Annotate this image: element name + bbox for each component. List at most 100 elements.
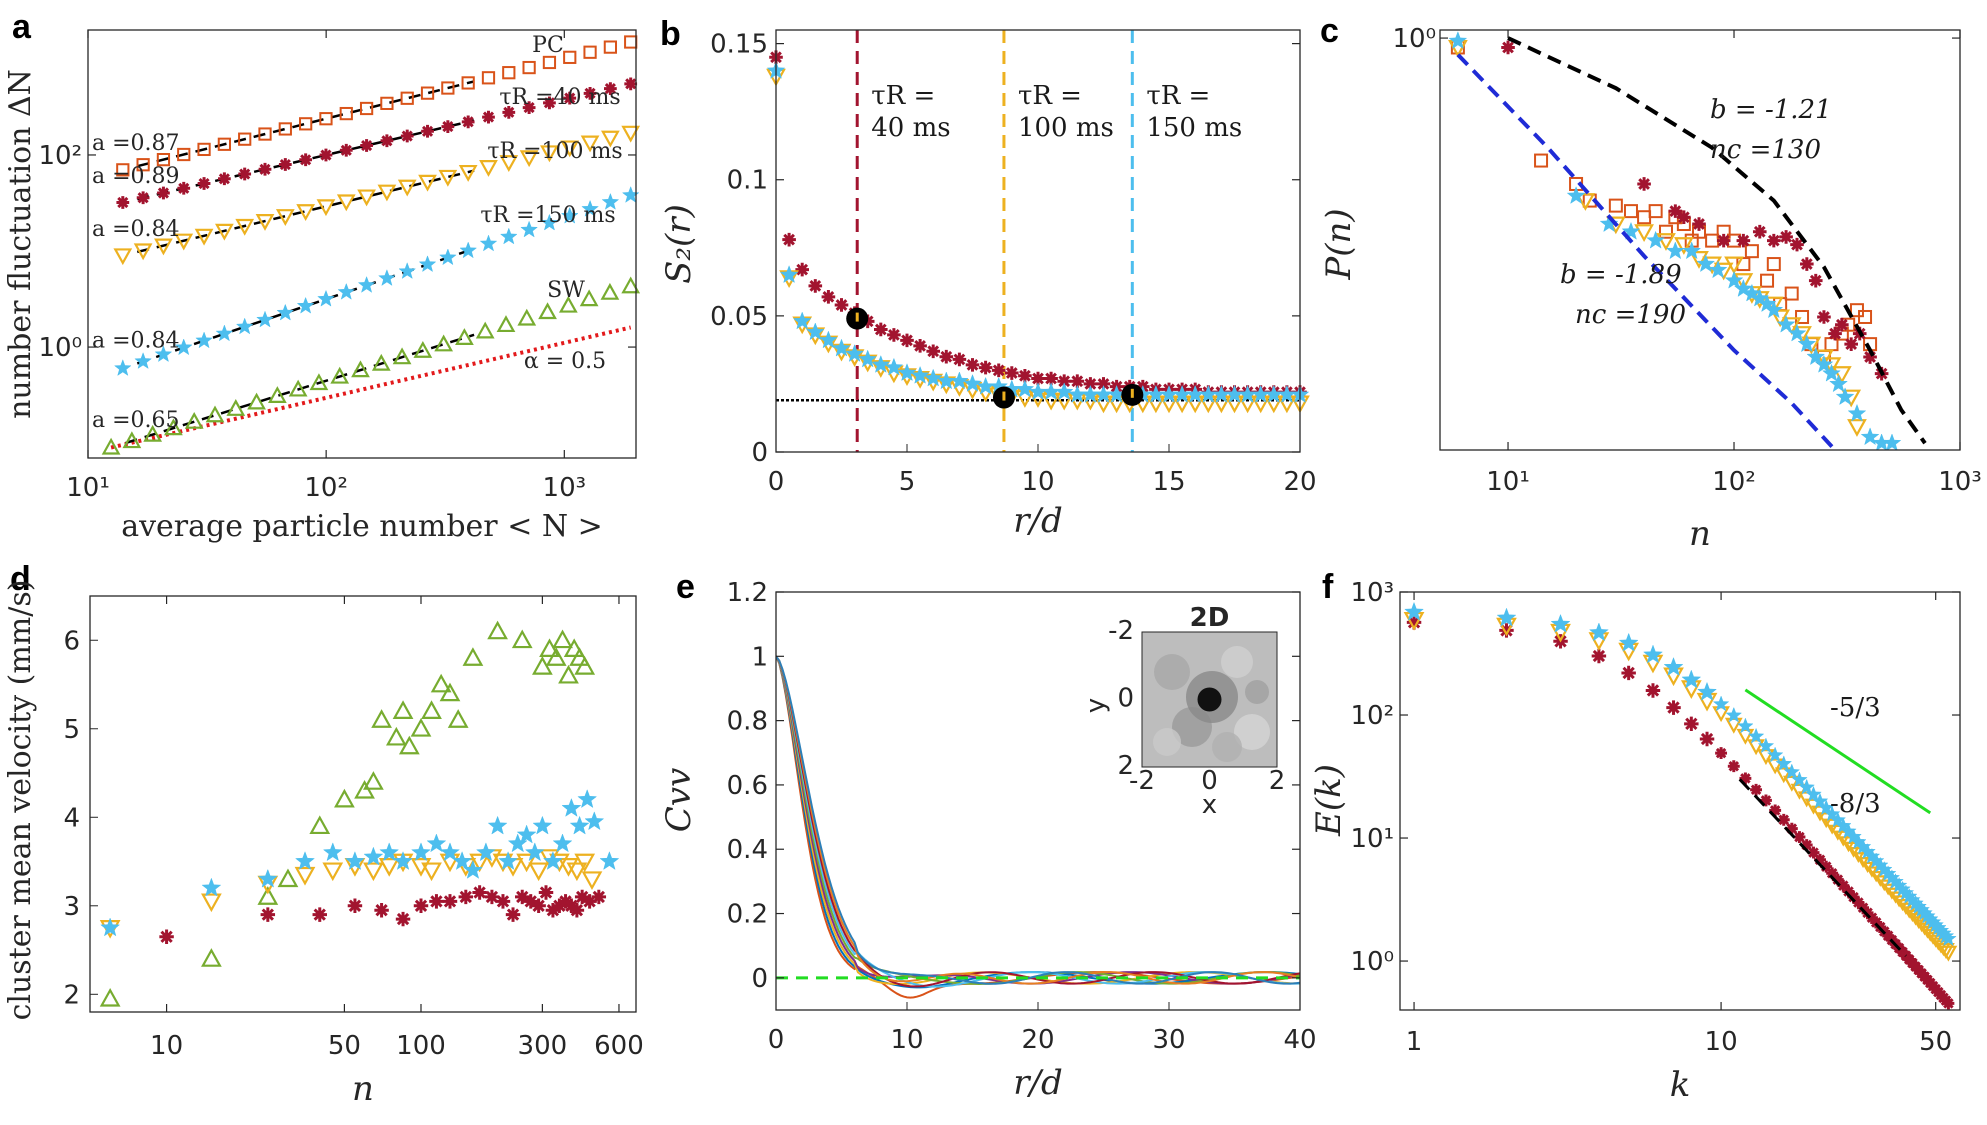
panel-d-xtick-label: 300	[518, 1031, 568, 1061]
data-point	[884, 357, 904, 376]
data-point	[164, 418, 183, 436]
panel-b-ytick-label: 0.15	[710, 30, 768, 60]
data-point	[1534, 153, 1549, 168]
data-point	[452, 851, 472, 870]
data-point	[621, 185, 640, 203]
data-point	[779, 265, 799, 284]
vline-label: 150 ms	[1146, 113, 1242, 143]
data-point	[1826, 867, 1839, 880]
inset-title: 2D	[1190, 603, 1230, 633]
panel-d-xtick-label: 10	[150, 1031, 183, 1061]
data-point	[1861, 906, 1874, 919]
data-point	[574, 853, 596, 873]
data-point	[1806, 347, 1826, 366]
data-point	[782, 232, 796, 247]
data-point	[1849, 847, 1868, 864]
inset-ytick-label: 2	[1117, 751, 1134, 781]
data-point	[1646, 230, 1666, 249]
x-axis-label: k	[1670, 1065, 1691, 1105]
inset-y-label: y	[1081, 698, 1111, 713]
panel-f-ytick-label: 10³	[1350, 578, 1394, 608]
series-star	[113, 185, 640, 376]
panel-label-a: a	[12, 8, 32, 46]
data-point	[339, 143, 353, 157]
data-point	[540, 145, 559, 163]
data-point	[461, 76, 475, 90]
panel-b-xtick-label: 5	[899, 467, 916, 497]
panel-a-xtick-label: 10²	[304, 473, 348, 503]
data-point	[258, 127, 272, 141]
data-point	[1733, 278, 1753, 297]
data-point	[1747, 739, 1765, 756]
data-point	[1882, 433, 1902, 450]
panel-f-ytick-label: 10²	[1350, 701, 1394, 731]
data-point	[398, 262, 417, 279]
data-point	[392, 700, 414, 719]
data-point	[479, 160, 498, 177]
data-point	[581, 871, 603, 890]
data-point	[174, 338, 193, 356]
data-point	[380, 134, 394, 148]
data-point	[539, 638, 560, 658]
data-point	[566, 862, 588, 882]
data-point	[1682, 241, 1702, 260]
data-point	[1766, 746, 1784, 763]
data-point	[458, 889, 474, 905]
data-point	[1623, 204, 1638, 219]
data-point	[538, 885, 554, 900]
data-point	[487, 815, 508, 835]
data-point	[1854, 852, 1872, 869]
slope-label-5-3: -5/3	[1830, 693, 1881, 723]
data-point	[1863, 350, 1877, 364]
data-point	[1018, 368, 1032, 383]
data-point	[808, 279, 823, 293]
data-point	[507, 833, 528, 853]
data-point	[295, 851, 315, 870]
data-point	[1096, 377, 1111, 391]
x-axis-label: r/d	[1013, 1063, 1062, 1103]
data-point	[296, 204, 316, 222]
panel-d-frame	[89, 595, 637, 1013]
panel-c: b = -1.21 nc =130 b = -1.89 nc =190 10¹ 10² 10…	[1319, 24, 1982, 554]
data-point	[1777, 813, 1790, 826]
panel-a-ytick-label: 10⁰	[38, 333, 82, 363]
data-point	[397, 179, 417, 197]
data-point	[1870, 916, 1883, 929]
series-triangle-up	[101, 276, 641, 455]
data-point	[963, 373, 982, 392]
data-point	[1637, 177, 1651, 191]
data-point	[542, 851, 563, 870]
data-point	[1776, 314, 1796, 333]
data-point	[1939, 945, 1958, 962]
data-point	[1852, 896, 1865, 909]
fit-line	[136, 169, 475, 254]
data-point	[523, 894, 538, 909]
data-point	[395, 911, 411, 927]
x-axis-label: r/d	[1013, 501, 1062, 541]
data-point	[1739, 772, 1752, 785]
data-point	[238, 132, 252, 146]
data-point	[1083, 377, 1098, 391]
data-point	[430, 673, 452, 693]
fit-exponent-label: a =0.65	[92, 408, 180, 433]
data-point	[795, 262, 809, 277]
data-point	[511, 629, 533, 649]
data-point	[897, 363, 917, 382]
data-point	[429, 894, 444, 909]
data-point	[1566, 186, 1586, 204]
data-point	[143, 424, 163, 442]
data-point	[1448, 31, 1468, 50]
data-point	[379, 842, 400, 862]
data-point	[1767, 233, 1781, 248]
cutoff-fit-line	[1507, 36, 1927, 445]
data-point	[1863, 861, 1881, 878]
data-point	[247, 392, 266, 410]
data-point	[319, 148, 333, 162]
data-point	[950, 371, 969, 390]
data-point	[334, 788, 355, 808]
panel-b-xtick-label: 20	[1283, 467, 1316, 497]
series-star	[100, 789, 620, 937]
data-point	[900, 333, 914, 348]
data-point	[1760, 273, 1775, 288]
data-point	[316, 199, 336, 217]
